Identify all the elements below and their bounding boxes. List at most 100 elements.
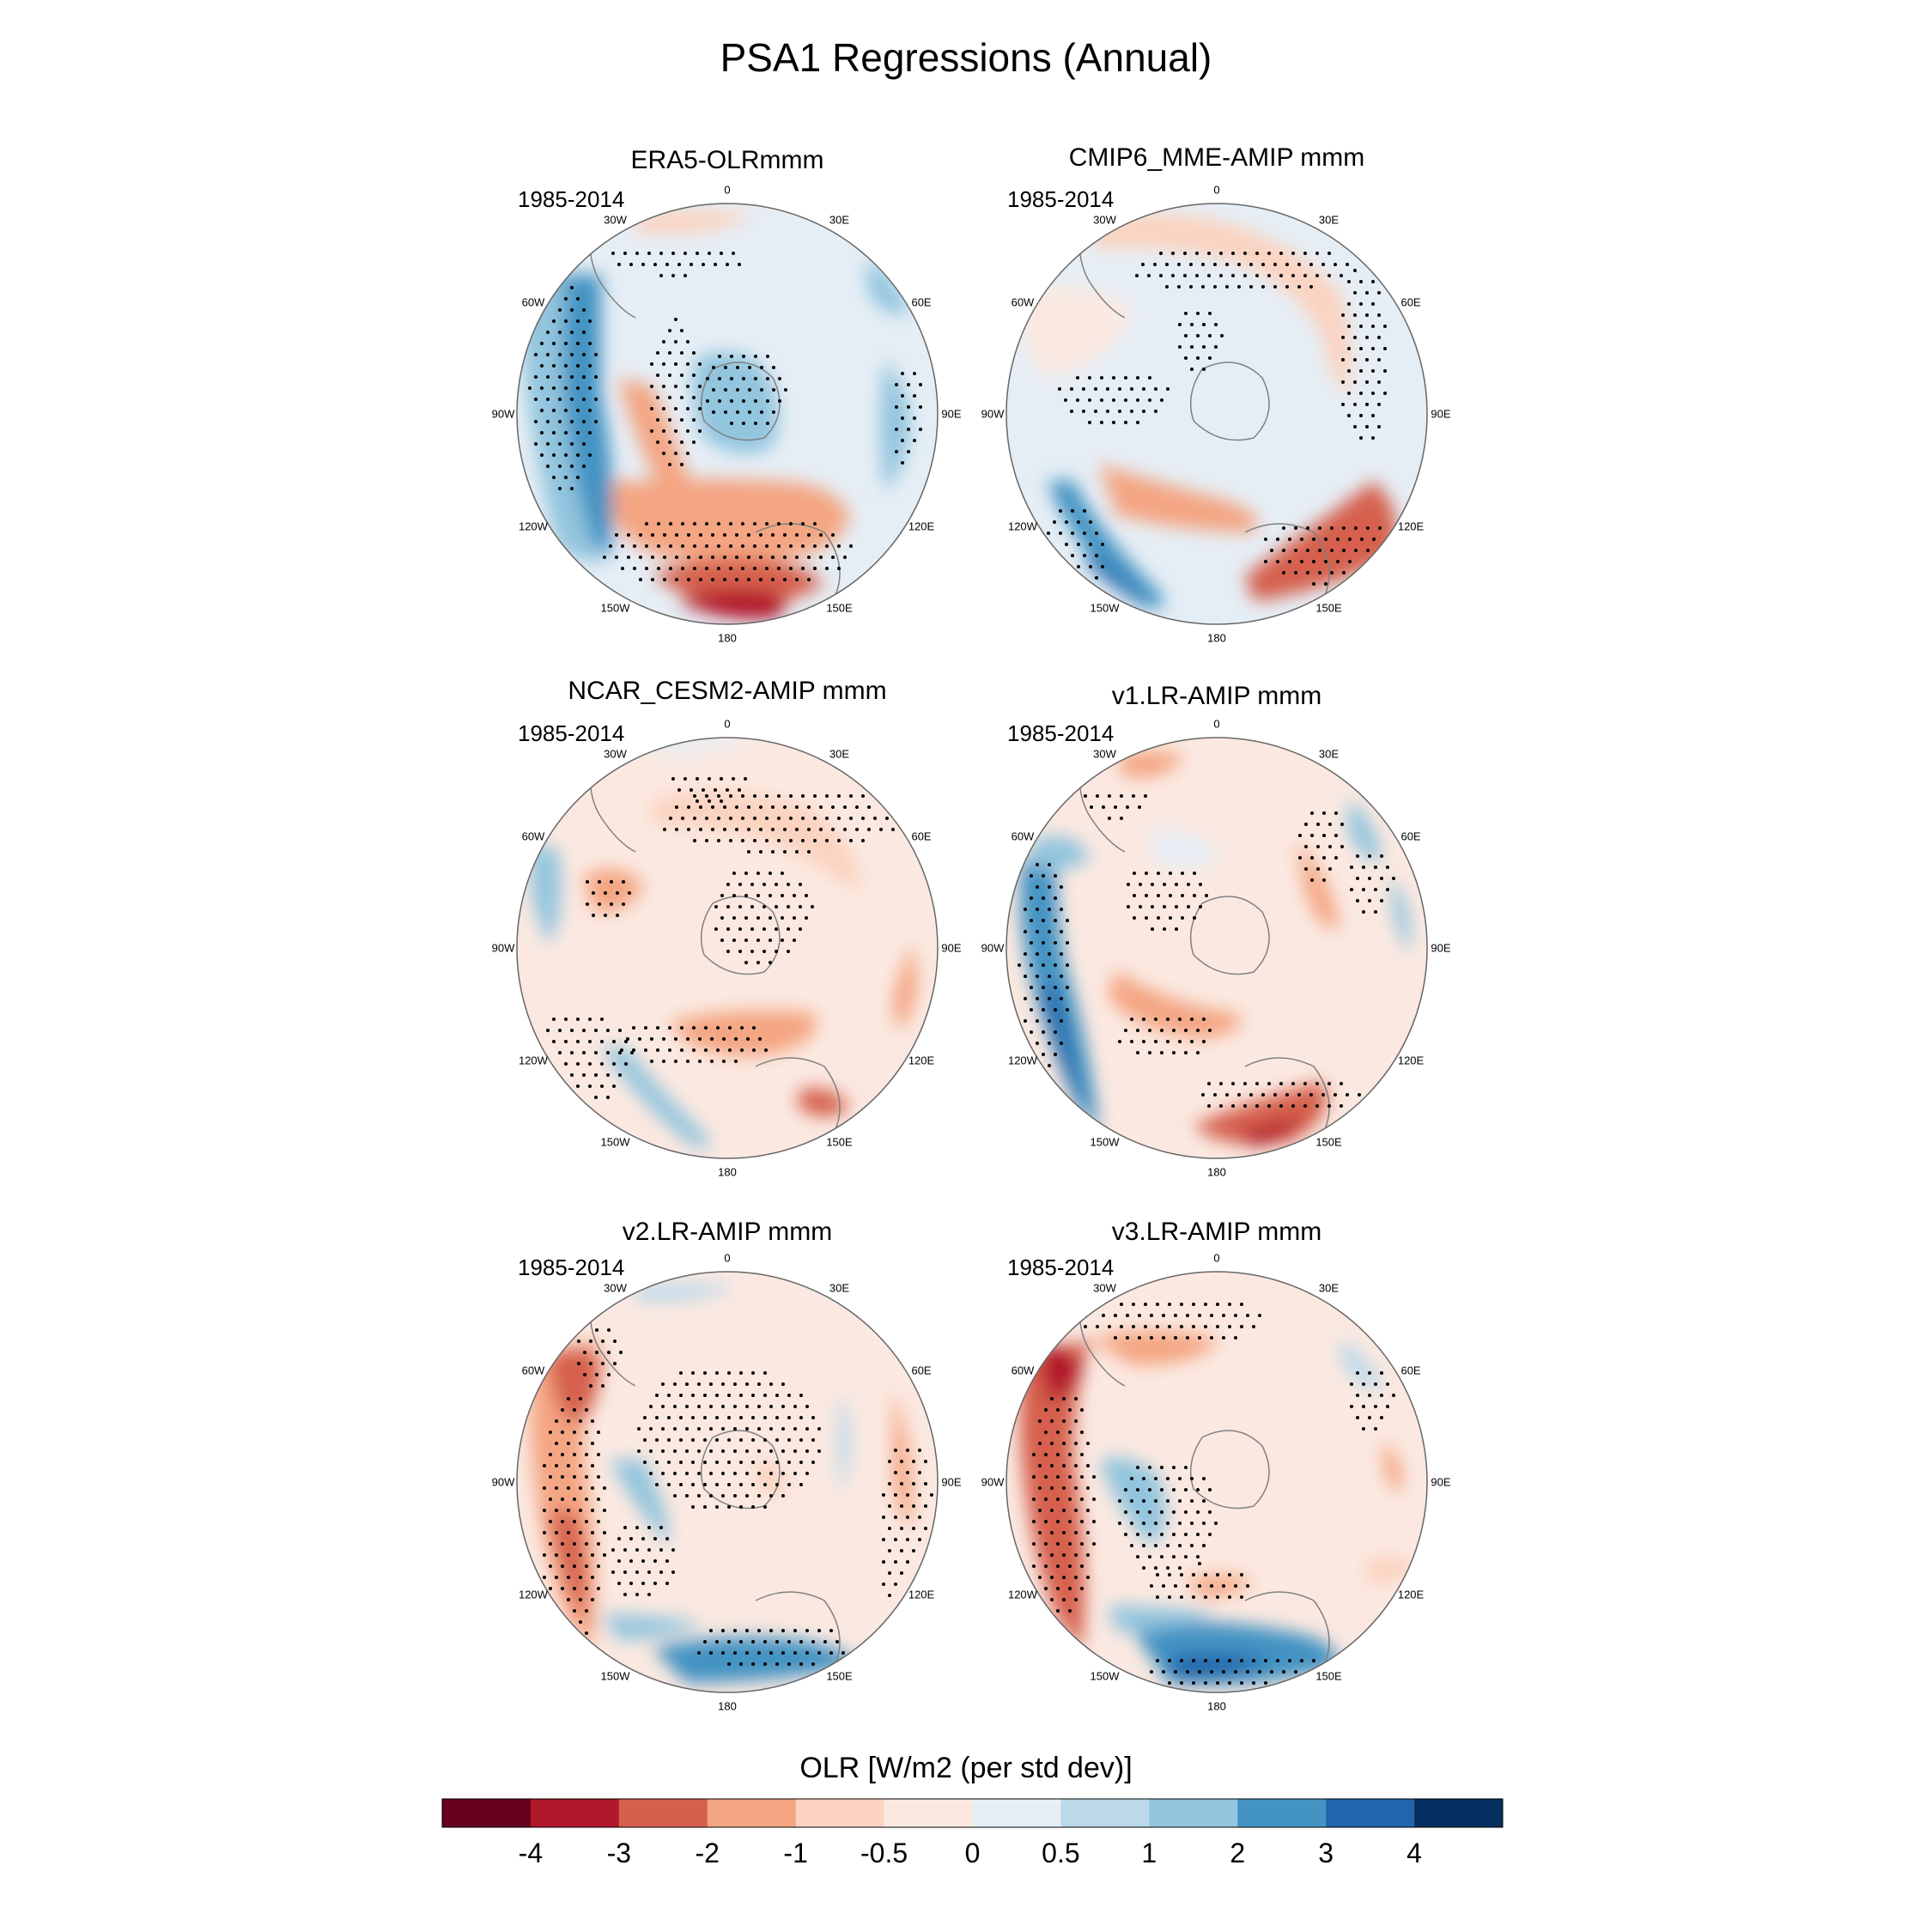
coastline-antarctica [700,361,781,441]
panel-period-v3: 1985-2014 [1007,1255,1115,1280]
longitude-label-cesm2: 150E [826,1135,853,1149]
longitude-label-cmip6: 90E [1431,407,1451,421]
map-panel-v3 [1005,1271,1428,1693]
longitude-label-cesm2: 30E [829,747,850,761]
longitude-label-cesm2: 150W [600,1135,630,1149]
map-panel-v1 [1005,737,1428,1159]
longitude-label-cesm2: 120W [518,1054,548,1066]
anomaly-extreme-positive-region [1039,1346,1082,1400]
longitude-label-v2: 30W [604,1281,627,1295]
coastline-australia [755,1057,841,1136]
longitude-label-v3: 150W [1090,1669,1120,1683]
map-panel-era5 [516,203,939,625]
longitude-label-v1: 30E [1318,747,1340,761]
colorbar-tick-label: -0.5 [860,1838,908,1868]
coastline-antarctica [1189,1430,1270,1510]
longitude-label-cesm2: 60W [521,829,545,842]
longitude-label-v3: 0 [1213,1251,1220,1265]
longitude-label-v3: 90W [981,1475,1005,1489]
longitude-label-v1: 120E [1397,1054,1425,1066]
colorbar-swatch [1237,1799,1327,1827]
anomaly-weak-negative-region [601,1614,704,1640]
longitude-label-cmip6: 60E [1400,295,1421,308]
anomaly-positive-region [584,869,644,912]
anomaly-positive-region [1382,1443,1402,1494]
longitude-label-v3: 180 [1207,1699,1226,1713]
anomaly-weak-negative-region [837,1391,850,1494]
anomaly-weak-negative-region [635,1284,738,1302]
anomaly-negative-region [653,1637,859,1683]
anomaly-positive-region [1108,970,1241,1039]
colorbar-tick-label: 0 [964,1838,981,1868]
anomaly-positive-region [592,478,850,562]
colorbar-tick-label: -2 [695,1838,720,1868]
longitude-label-v3: 120W [1007,1588,1037,1601]
anomaly-positive-region [670,1010,817,1056]
anomaly-weak-negative-region [880,361,910,489]
colorbar [441,1798,1504,1828]
coastline-australia [1244,1057,1330,1136]
longitude-label-cmip6: 0 [1213,183,1220,197]
longitude-label-era5: 60E [911,295,932,308]
panel-title-era5: ERA5-OLRmmm [630,146,824,174]
anomaly-positive-region [1099,464,1258,532]
longitude-label-v2: 180 [718,1699,737,1713]
stippling-era5 [528,252,922,581]
longitude-label-cmip6: 30W [1093,213,1116,227]
longitude-label-cmip6: 120W [1007,519,1037,532]
panel-title-cesm2: NCAR_CESM2-AMIP mmm [568,677,887,705]
coastline-antarctica [1189,896,1270,975]
colorbar-swatch [1414,1799,1504,1827]
anomaly-negative-region [530,841,562,945]
anomaly-positive-region [1297,841,1340,929]
colorbar-swatch [795,1799,885,1827]
colorbar-tick-label: 2 [1230,1838,1246,1868]
longitude-label-era5: 30E [829,213,850,227]
anomaly-strong-positive-region [550,1511,587,1623]
longitude-label-v2: 120W [518,1588,548,1601]
longitude-label-v2: 90W [491,1475,515,1489]
longitude-label-cesm2: 60E [911,829,932,842]
coastline-australia [755,1591,841,1670]
longitude-label-era5: 30W [604,213,627,227]
colorbar-swatch [1326,1799,1415,1827]
longitude-label-era5: 150E [826,601,853,615]
longitude-label-v2: 60W [521,1364,545,1376]
longitude-label-v1: 150E [1315,1135,1342,1149]
stippling-cmip6 [1047,252,1387,586]
colorbar-tick-label: 3 [1318,1838,1334,1868]
colorbar-tick-label: -4 [518,1838,544,1868]
longitude-label-v3: 30W [1093,1281,1116,1295]
colorbar-swatch [707,1799,797,1827]
colorbar-tick-label: -1 [783,1838,808,1868]
longitude-label-v2: 150E [826,1669,853,1683]
colorbar-swatch [442,1799,532,1827]
anomaly-strong-positive-region [550,1348,601,1425]
panel-title-cmip6: CMIP6_MME-AMIP mmm [1068,143,1365,172]
longitude-label-cmip6: 180 [1207,631,1226,645]
longitude-label-v2: 60E [911,1364,932,1376]
panel-title-v2: v2.LR-AMIP mmm [622,1218,833,1246]
longitude-label-era5: 90E [941,407,962,421]
longitude-label-cmip6: 150E [1315,601,1342,615]
coastline-antarctica [700,896,781,975]
panel-period-v1: 1985-2014 [1007,720,1115,746]
longitude-label-era5: 150W [600,601,630,615]
longitude-label-cesm2: 90E [941,941,962,955]
anomaly-positive-region [1082,213,1352,395]
figure-title: PSA1 Regressions (Annual) [720,35,1212,80]
colorbar-tick-label: 1 [1141,1838,1157,1868]
longitude-label-v1: 60W [1011,829,1035,842]
longitude-label-cmip6: 60W [1011,295,1035,308]
longitude-label-cmip6: 150W [1090,601,1120,615]
panel-title-v3: v3.LR-AMIP mmm [1111,1218,1322,1246]
anomaly-strong-negative-region [1082,558,1151,610]
anomaly-weak-negative-region [1108,1606,1219,1631]
significance-stippling [528,252,1395,1685]
map-panel-v2 [516,1271,939,1693]
colorbar-swatch [972,1799,1061,1827]
longitude-label-v1: 150W [1090,1135,1120,1149]
colorbar-swatch [1060,1799,1150,1827]
anomaly-negative-region [601,1048,710,1149]
